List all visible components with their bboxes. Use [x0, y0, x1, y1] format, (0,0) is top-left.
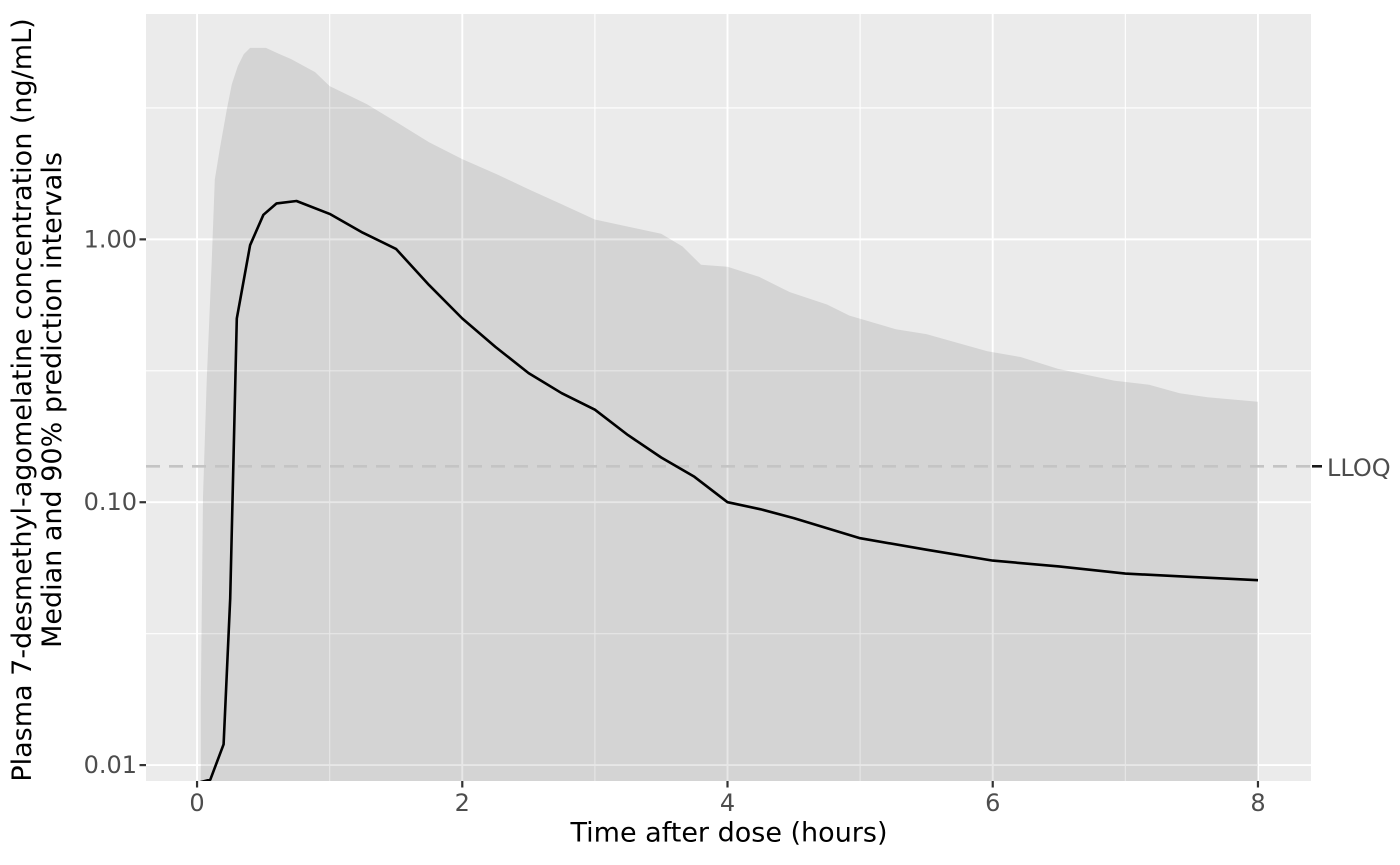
- x-tick-label: 4: [720, 789, 735, 817]
- y-tick-label: 0.10: [84, 488, 137, 516]
- x-tick-label: 2: [455, 789, 470, 817]
- median-line: [199, 199, 1259, 781]
- x-tick-label: 0: [189, 789, 204, 817]
- panel-background: [146, 14, 1311, 781]
- y-axis-title: Plasma 7-desmethyl-agomelatine concentra…: [7, 18, 68, 782]
- y-tick-label: 1.00: [84, 225, 137, 253]
- x-tick-label: 6: [985, 789, 1000, 817]
- x-axis-title: Time after dose (hours): [570, 817, 888, 849]
- y-tick-label: 0.01: [84, 751, 137, 779]
- lloq-label: LLOQ: [1327, 454, 1391, 482]
- x-tick-label: 8: [1250, 789, 1265, 817]
- y-axis-title-line1: Plasma 7-desmethyl-agomelatine concentra…: [7, 18, 38, 782]
- y-axis-title-line2: Median and 90% prediction intervals: [37, 152, 68, 648]
- prediction-interval-band: [200, 47, 1258, 781]
